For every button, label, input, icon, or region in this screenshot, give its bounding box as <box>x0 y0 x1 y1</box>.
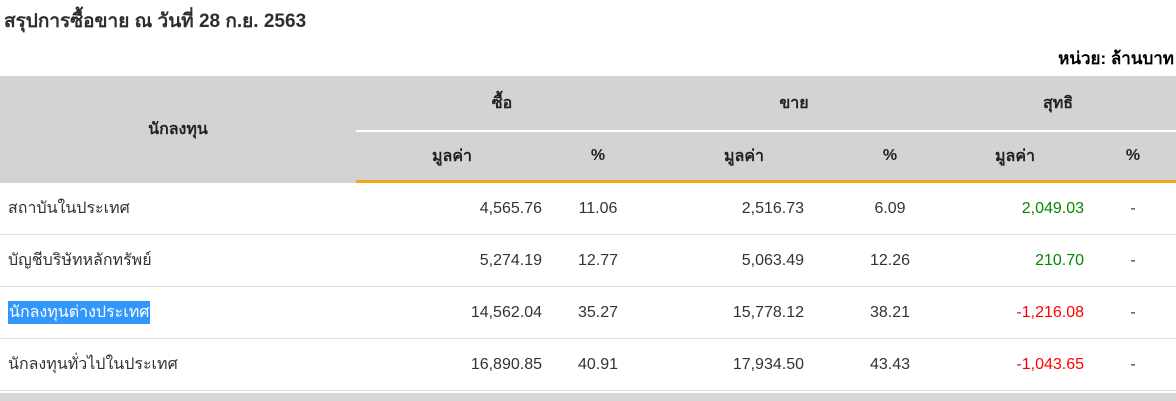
next-section-header-bar <box>0 393 1176 401</box>
table-row-local-individuals: นักลงทุนทั่วไปในประเทศ 16,890.85 40.91 1… <box>0 339 1176 391</box>
col-header-buy-percent: % <box>548 132 648 183</box>
cell-sell-value: 17,934.50 <box>648 339 840 391</box>
cell-sell-value: 2,516.73 <box>648 183 840 235</box>
cell-buy-value: 5,274.19 <box>356 235 548 287</box>
table-row-foreign-investors: นักลงทุนต่างประเทศ 14,562.04 35.27 15,77… <box>0 287 1176 339</box>
cell-buy-value: 16,890.85 <box>356 339 548 391</box>
investor-name: นักลงทุนทั่วไปในประเทศ <box>8 356 178 373</box>
investor-name-selected-text: นักลงทุนต่างประเทศ <box>8 301 151 324</box>
investor-name: บัญชีบริษัทหลักทรัพย์ <box>8 252 152 269</box>
col-header-buy: ซื้อ <box>356 76 648 132</box>
unit-label: หน่วย: ล้านบาท <box>1058 49 1174 68</box>
cell-buy-percent: 35.27 <box>548 287 648 339</box>
col-header-net-value: มูลค่า <box>940 132 1091 183</box>
cell-investor: บัญชีบริษัทหลักทรัพย์ <box>0 235 356 287</box>
table-row-proprietary-trading: บัญชีบริษัทหลักทรัพย์ 5,274.19 12.77 5,0… <box>0 235 1176 287</box>
cell-buy-percent: 11.06 <box>548 183 648 235</box>
cell-sell-percent: 38.21 <box>840 287 941 339</box>
table-header: นักลงทุน ซื้อ ขาย สุทธิ มูลค่า % มูลค่า … <box>0 76 1176 183</box>
cell-buy-percent: 40.91 <box>548 339 648 391</box>
cell-buy-percent: 12.77 <box>548 235 648 287</box>
cell-net-percent: - <box>1090 287 1176 339</box>
cell-sell-percent: 6.09 <box>840 183 941 235</box>
cell-sell-percent: 43.43 <box>840 339 941 391</box>
col-header-sell-value: มูลค่า <box>648 132 840 183</box>
cell-investor: นักลงทุนทั่วไปในประเทศ <box>0 339 356 391</box>
page-header: สรุปการซื้อขาย ณ วันที่ 28 ก.ย. 2563 หน่… <box>0 0 1176 76</box>
col-header-net-percent: % <box>1090 132 1176 183</box>
cell-investor: นักลงทุนต่างประเทศ <box>0 287 356 339</box>
trading-summary-table: นักลงทุน ซื้อ ขาย สุทธิ มูลค่า % มูลค่า … <box>0 76 1176 391</box>
header-row-groups: นักลงทุน ซื้อ ขาย สุทธิ <box>0 76 1176 183</box>
col-header-buy-value: มูลค่า <box>356 132 548 183</box>
col-header-sell-percent: % <box>840 132 941 183</box>
investor-name: สถาบันในประเทศ <box>8 200 130 217</box>
col-header-investor: นักลงทุน <box>0 76 356 183</box>
table-row-local-institutions: สถาบันในประเทศ 4,565.76 11.06 2,516.73 6… <box>0 183 1176 235</box>
cell-net-percent: - <box>1090 339 1176 391</box>
cell-sell-value: 5,063.49 <box>648 235 840 287</box>
header-row-sub: มูลค่า % มูลค่า % มูลค่า % <box>0 132 1176 183</box>
cell-net-value: 210.70 <box>940 235 1091 287</box>
table-body: สถาบันในประเทศ 4,565.76 11.06 2,516.73 6… <box>0 183 1176 391</box>
cell-investor: สถาบันในประเทศ <box>0 183 356 235</box>
col-header-net: สุทธิ <box>940 76 1176 132</box>
col-header-sell: ขาย <box>648 76 941 132</box>
cell-sell-percent: 12.26 <box>840 235 941 287</box>
cell-net-value: -1,216.08 <box>940 287 1091 339</box>
cell-sell-value: 15,778.12 <box>648 287 840 339</box>
cell-buy-value: 14,562.04 <box>356 287 548 339</box>
cell-net-percent: - <box>1090 183 1176 235</box>
cell-buy-value: 4,565.76 <box>356 183 548 235</box>
page-title: สรุปการซื้อขาย ณ วันที่ 28 ก.ย. 2563 <box>4 11 307 32</box>
cell-net-percent: - <box>1090 235 1176 287</box>
cell-net-value: -1,043.65 <box>940 339 1091 391</box>
cell-net-value: 2,049.03 <box>940 183 1091 235</box>
